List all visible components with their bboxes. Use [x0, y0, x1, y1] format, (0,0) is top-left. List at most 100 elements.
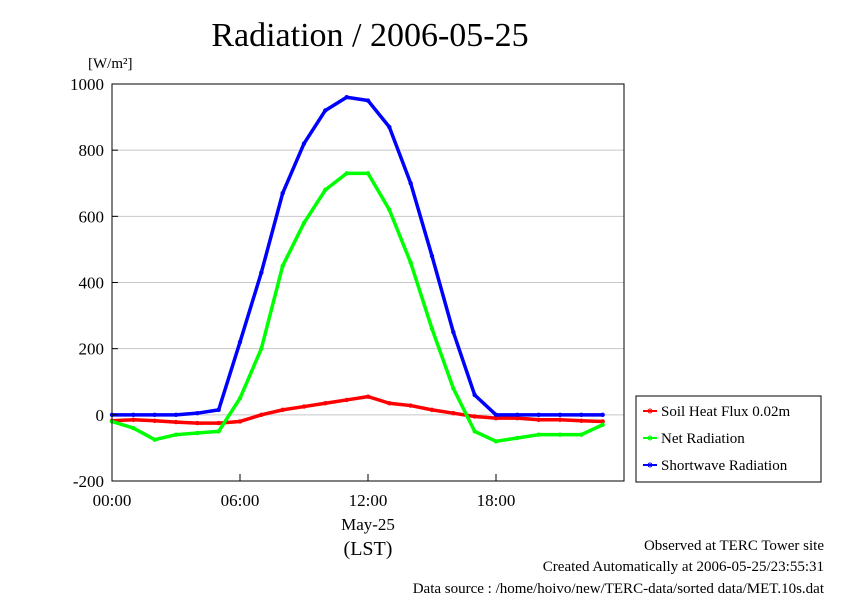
legend-marker: [647, 435, 653, 441]
data-point: [429, 326, 435, 332]
legend-label: Soil Heat Flux 0.02m: [661, 404, 791, 420]
data-point: [579, 418, 584, 423]
legend: Soil Heat Flux 0.02m Net Radiation Shortwa…: [635, 395, 822, 483]
x-tick-label: 18:00: [477, 491, 516, 510]
data-point: [557, 412, 563, 418]
y-tick-label: 0: [96, 406, 105, 425]
data-point: [301, 220, 307, 226]
data-point: [365, 171, 371, 176]
data-point: [195, 430, 200, 436]
data-point: [323, 187, 328, 193]
chart-title: Radiation / 2006-05-25: [211, 17, 528, 54]
data-point: [344, 397, 349, 403]
data-point: [472, 414, 477, 419]
data-point: [387, 207, 392, 212]
data-point: [152, 418, 157, 423]
data-point: [280, 190, 285, 196]
data-point: [237, 419, 243, 424]
legend-marker: [647, 408, 653, 414]
data-point: [237, 396, 243, 401]
data-point: [259, 412, 264, 418]
data-point: [259, 346, 264, 351]
date-label: May-25: [341, 515, 395, 534]
data-point: [557, 417, 563, 422]
data-point: [515, 435, 520, 441]
data-point: [408, 403, 413, 408]
data-point: [195, 410, 200, 416]
data-point: [237, 339, 243, 345]
data-point: [365, 98, 371, 103]
series-line: [110, 95, 605, 417]
x-axis-label: (LST): [344, 538, 393, 560]
data-point: [429, 407, 435, 413]
footer-observed: Observed at TERC Tower site: [644, 538, 824, 554]
data-point: [152, 437, 157, 442]
data-point: [344, 171, 349, 176]
series-line: [110, 394, 605, 425]
data-point: [387, 401, 392, 406]
data-point: [600, 422, 605, 427]
data-point: [280, 263, 285, 269]
data-point: [536, 432, 541, 437]
data-point: [579, 412, 584, 418]
data-point: [216, 429, 221, 434]
x-tick-labels: 00:00 06:00 12:00 18:00: [93, 474, 516, 510]
y-axis-label: [W/m²]: [88, 56, 132, 72]
legend-label: Net Radiation: [661, 431, 745, 447]
series-layer: [109, 95, 605, 444]
y-tick-label: -200: [73, 472, 104, 491]
x-tick-label: 12:00: [349, 491, 388, 510]
data-point: [515, 415, 520, 421]
data-point: [493, 415, 499, 421]
y-tick-labels: 1000 800 600 400 200 0 -200: [70, 75, 118, 491]
data-point: [173, 419, 179, 425]
data-point: [408, 260, 413, 265]
data-point: [131, 412, 136, 418]
data-point: [387, 124, 392, 130]
y-tick-label: 600: [79, 207, 105, 226]
data-point: [472, 392, 477, 398]
data-point: [451, 329, 456, 335]
data-point: [323, 108, 328, 113]
data-point: [600, 412, 605, 418]
x-tick-label: 06:00: [221, 491, 260, 510]
data-point: [536, 417, 541, 422]
data-point: [344, 95, 349, 100]
data-point: [408, 181, 413, 186]
y-tick-label: 200: [79, 340, 105, 359]
footer-data-source: Data source : /home/hoivo/new/TERC-data/…: [413, 581, 825, 595]
series-line: [110, 171, 605, 444]
data-point: [195, 420, 200, 426]
data-point: [323, 401, 328, 406]
data-point: [173, 432, 179, 437]
data-point: [173, 412, 179, 418]
legend-label: Shortwave Radiation: [661, 458, 788, 474]
data-point: [280, 407, 285, 413]
data-point: [536, 412, 541, 418]
footer-created: Created Automatically at 2006-05-25/23:5…: [543, 559, 824, 575]
data-point: [365, 394, 371, 399]
data-point: [216, 420, 221, 426]
legend-marker: [647, 462, 653, 468]
data-point: [579, 432, 584, 437]
grid-lines: [112, 149, 624, 416]
y-tick-label: 400: [79, 274, 105, 293]
data-point: [152, 412, 157, 418]
data-point: [472, 429, 477, 434]
data-point: [557, 432, 563, 437]
data-point: [131, 417, 136, 422]
data-point: [259, 270, 264, 275]
data-point: [429, 253, 435, 259]
data-point: [600, 419, 605, 424]
data-point: [301, 404, 307, 409]
data-point: [216, 407, 221, 413]
x-tick-label: 00:00: [93, 491, 132, 510]
y-tick-label: 800: [79, 141, 105, 160]
data-point: [493, 412, 499, 418]
data-point: [451, 410, 456, 416]
data-point: [515, 412, 520, 418]
data-point: [131, 425, 136, 431]
legend-box: [635, 395, 822, 483]
data-point: [451, 386, 456, 391]
